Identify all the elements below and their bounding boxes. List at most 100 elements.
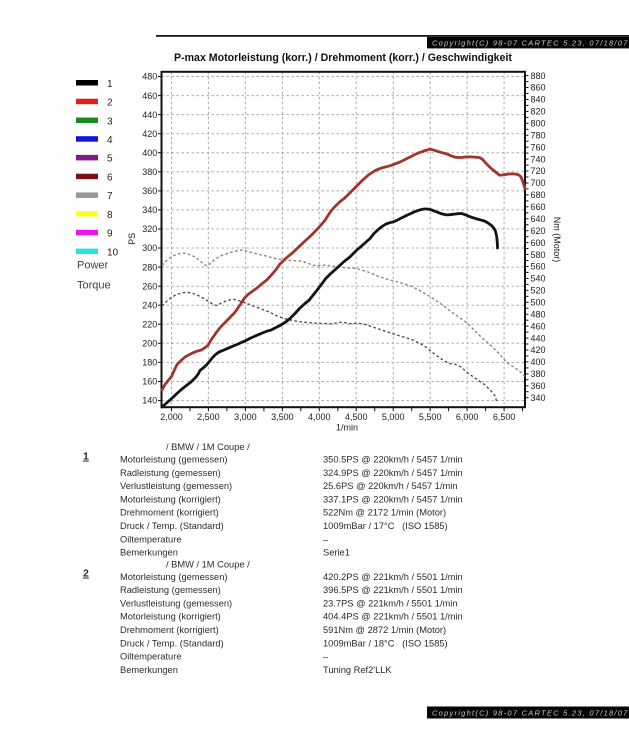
svg-text:/ BMW / 1M Coupe /: / BMW / 1M Coupe / (166, 442, 250, 452)
svg-text:840: 840 (531, 95, 546, 105)
svg-text:1/min: 1/min (336, 423, 358, 433)
svg-text:220: 220 (142, 320, 157, 330)
svg-text:Drehmoment (korrigiert): Drehmoment (korrigiert) (120, 508, 219, 518)
svg-text:Power: Power (77, 260, 109, 272)
svg-text:320: 320 (142, 224, 157, 234)
svg-text:4: 4 (107, 135, 113, 146)
svg-text:2: 2 (107, 98, 113, 109)
svg-text:5,500: 5,500 (419, 412, 442, 422)
svg-text:460: 460 (531, 321, 546, 331)
svg-text:1009mBar / 18°C (ISO 1585): 1009mBar / 18°C (ISO 1585) (323, 638, 448, 648)
svg-text:Tuning Ref2'LLK: Tuning Ref2'LLK (323, 665, 392, 675)
svg-text:260: 260 (142, 281, 157, 291)
svg-text:PS: PS (127, 233, 137, 245)
svg-text:680: 680 (531, 190, 546, 200)
svg-text:200: 200 (142, 339, 157, 349)
svg-text:Oiltemperature: Oiltemperature (120, 534, 182, 544)
svg-text:2,500: 2,500 (197, 412, 220, 422)
svg-text:440: 440 (531, 333, 546, 343)
svg-text:P-max Motorleistung (korr.) /: P-max Motorleistung (korr.) / Drehmoment… (174, 52, 512, 64)
svg-text:1: 1 (83, 451, 89, 463)
svg-text:520: 520 (531, 286, 546, 296)
svg-text:–: – (323, 652, 329, 662)
svg-text:660: 660 (531, 202, 546, 212)
svg-text:5,000: 5,000 (382, 412, 405, 422)
svg-text:160: 160 (142, 377, 157, 387)
svg-text:400: 400 (142, 148, 157, 158)
svg-text:140: 140 (142, 396, 157, 406)
svg-text:240: 240 (142, 300, 157, 310)
svg-text:337.1PS @ 220km/h / 5457 1/min: 337.1PS @ 220km/h / 5457 1/min (323, 494, 463, 504)
svg-text:Bemerkungen: Bemerkungen (120, 548, 178, 558)
svg-text:Drehmoment (korrigiert): Drehmoment (korrigiert) (120, 625, 219, 635)
svg-text:460: 460 (142, 91, 157, 101)
svg-text:380: 380 (142, 167, 157, 177)
svg-text:640: 640 (531, 214, 546, 224)
svg-text:396.5PS @ 221km/h / 5501 1/min: 396.5PS @ 221km/h / 5501 1/min (323, 585, 463, 595)
svg-text:860: 860 (531, 83, 546, 93)
svg-text:820: 820 (531, 107, 546, 117)
svg-text:Torque: Torque (77, 280, 111, 292)
svg-text:400: 400 (531, 357, 546, 367)
svg-text:780: 780 (531, 130, 546, 140)
svg-text:5: 5 (107, 154, 113, 165)
svg-text:280: 280 (142, 262, 157, 272)
svg-text:591Nm @ 2872 1/min (Motor): 591Nm @ 2872 1/min (Motor) (323, 625, 446, 635)
svg-text:/ BMW / 1M Coupe /: / BMW / 1M Coupe / (166, 560, 250, 570)
svg-text:580: 580 (531, 250, 546, 260)
svg-text:880: 880 (531, 71, 546, 81)
svg-text:740: 740 (531, 154, 546, 164)
svg-text:1: 1 (107, 79, 113, 90)
svg-text:760: 760 (531, 142, 546, 152)
svg-text:350.5PS @ 220km/h / 5457 1/min: 350.5PS @ 220km/h / 5457 1/min (323, 455, 463, 465)
svg-text:Verlustleistung (gemessen): Verlustleistung (gemessen) (120, 598, 232, 608)
svg-text:440: 440 (142, 110, 157, 120)
svg-text:6: 6 (107, 173, 113, 184)
svg-text:3,000: 3,000 (234, 412, 257, 422)
svg-text:Verlustleistung (gemessen): Verlustleistung (gemessen) (120, 481, 232, 491)
svg-text:25.6PS @ 220km/h / 5457 1/min: 25.6PS @ 220km/h / 5457 1/min (323, 481, 458, 491)
svg-text:700: 700 (531, 178, 546, 188)
svg-text:3: 3 (107, 116, 113, 127)
svg-text:7: 7 (107, 191, 113, 202)
svg-text:380: 380 (531, 369, 546, 379)
svg-text:340: 340 (531, 393, 546, 403)
svg-text:420.2PS @ 221km/h / 5501 1/min: 420.2PS @ 221km/h / 5501 1/min (323, 572, 463, 582)
svg-text:Radleistung (gemessen): Radleistung (gemessen) (120, 585, 221, 595)
svg-text:Motorleistung (korrigiert): Motorleistung (korrigiert) (120, 494, 221, 504)
svg-text:720: 720 (531, 166, 546, 176)
svg-text:480: 480 (531, 309, 546, 319)
svg-text:10: 10 (107, 247, 119, 258)
svg-text:Druck / Temp. (Standard): Druck / Temp. (Standard) (120, 521, 224, 531)
svg-text:4,500: 4,500 (345, 412, 368, 422)
svg-text:522Nm @ 2172 1/min (Motor): 522Nm @ 2172 1/min (Motor) (323, 508, 446, 518)
svg-text:4,000: 4,000 (308, 412, 331, 422)
svg-text:Bemerkungen: Bemerkungen (120, 665, 178, 675)
svg-text:Druck / Temp. (Standard): Druck / Temp. (Standard) (120, 638, 224, 648)
svg-text:360: 360 (142, 186, 157, 196)
svg-text:–: – (323, 534, 329, 544)
svg-text:9: 9 (107, 229, 113, 240)
svg-text:Motorleistung (gemessen): Motorleistung (gemessen) (120, 455, 227, 465)
svg-text:3,500: 3,500 (271, 412, 294, 422)
svg-text:8: 8 (107, 210, 113, 221)
svg-text:6,000: 6,000 (456, 412, 479, 422)
svg-text:1009mBar / 17°C (ISO 1585): 1009mBar / 17°C (ISO 1585) (323, 521, 448, 531)
svg-text:540: 540 (531, 274, 546, 284)
svg-text:23.7PS @ 221km/h / 5501 1/min: 23.7PS @ 221km/h / 5501 1/min (323, 598, 458, 608)
svg-text:480: 480 (142, 72, 157, 82)
svg-text:Motorleistung (gemessen): Motorleistung (gemessen) (120, 572, 227, 582)
svg-text:620: 620 (531, 226, 546, 236)
svg-text:420: 420 (142, 129, 157, 139)
svg-text:Copyright(C) 98-07 CARTEC 5.23: Copyright(C) 98-07 CARTEC 5.23, 07/18/07 (432, 39, 629, 48)
svg-text:Copyright(C) 98-07 CARTEC 5.23: Copyright(C) 98-07 CARTEC 5.23, 07/18/07 (432, 709, 629, 718)
svg-text:560: 560 (531, 262, 546, 272)
svg-text:Serie1: Serie1 (323, 548, 350, 558)
svg-text:2: 2 (83, 568, 89, 580)
svg-text:360: 360 (531, 381, 546, 391)
svg-text:Nm (Motor): Nm (Motor) (552, 217, 562, 263)
svg-text:340: 340 (142, 205, 157, 215)
svg-text:Motorleistung (korrigiert): Motorleistung (korrigiert) (120, 612, 221, 622)
svg-text:6,500: 6,500 (493, 412, 516, 422)
svg-text:404.4PS @ 221km/h / 5501 1/min: 404.4PS @ 221km/h / 5501 1/min (323, 612, 463, 622)
